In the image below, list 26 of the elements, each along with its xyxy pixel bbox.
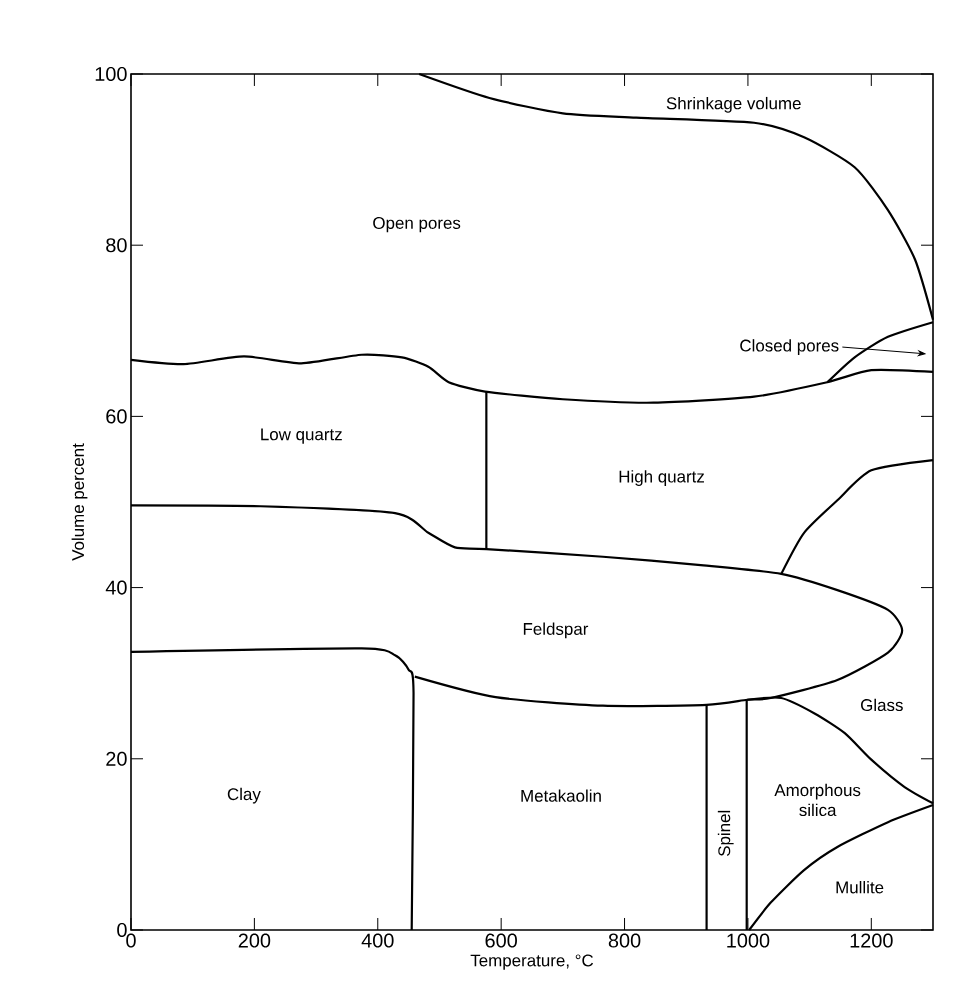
annotation: Spinel [717,810,734,857]
annotation: Glass [861,698,903,712]
y-tick-label: 60 [106,409,127,424]
annotation: Metakaolin [521,789,601,802]
x-tick-label: 600 [485,933,517,948]
annotation: Feldspar [523,622,589,639]
annotation: Closed pores [740,339,839,355]
y-tick-label: 40 [105,580,127,595]
annotation: Open pores [373,216,461,233]
y-tick-label: 20 [106,751,127,766]
annotation: Low quartz [261,428,342,444]
annotation: Amorphous silica [774,783,861,817]
annotation: Clay [227,787,261,804]
annotation: Mullite [836,880,884,894]
x-tick-label: 800 [608,933,641,948]
y-tick-label: 80 [106,238,127,253]
annotation: High quartz [619,470,704,486]
x-tick-label: 1200 [850,933,893,948]
x-tick-label: 1000 [727,933,770,948]
x-axis-title: Temperature, °C [470,954,594,970]
y-tick-label: 0 [117,922,127,938]
annotation: Shrinkage volume [666,96,801,113]
x-tick-label: 200 [238,933,271,948]
y-axis-title: Volume percent [71,443,88,561]
y-tick-label: 100 [95,66,127,82]
x-tick-label: 400 [361,933,394,948]
